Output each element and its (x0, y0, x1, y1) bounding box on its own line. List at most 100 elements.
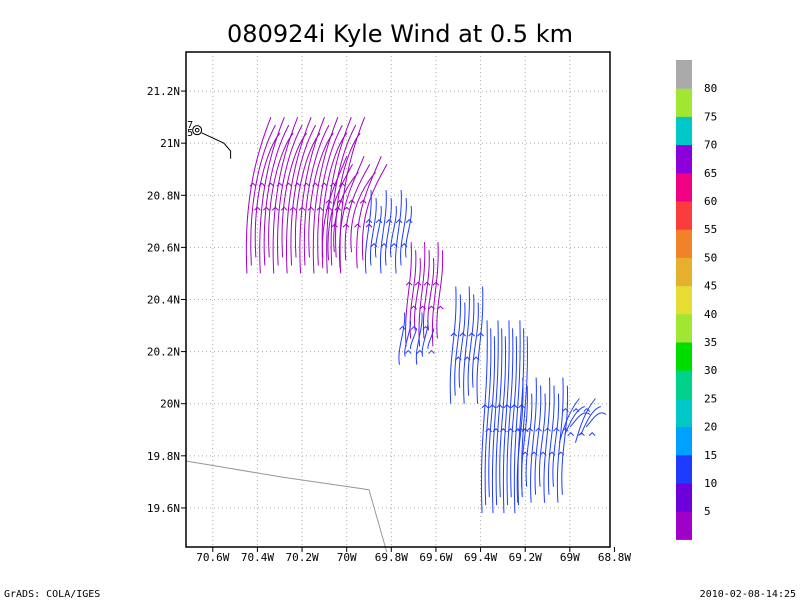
coast-line (185, 460, 388, 553)
chart-title: 080924i Kyle Wind at 0.5 km (227, 20, 573, 48)
streamline-arrow (321, 182, 328, 187)
colorbar-label: 35 (704, 336, 717, 349)
streamline (312, 116, 339, 274)
streamline-arrow (303, 182, 310, 187)
streamline-arrow (517, 427, 525, 432)
streamline-arrow (334, 206, 342, 211)
streamline (530, 377, 537, 503)
colorbar-swatch (676, 229, 692, 258)
streamline (326, 116, 352, 274)
streamline (245, 116, 272, 274)
streamline-arrow (432, 281, 440, 286)
streamline (380, 190, 387, 274)
colorbar-label: 15 (704, 449, 717, 462)
x-tick-label: 68.8W (598, 551, 631, 564)
streamline (294, 132, 321, 258)
colorbar-label: 65 (704, 167, 717, 180)
colorbar-label: 5 (704, 505, 711, 518)
streamline-arrow (488, 404, 496, 409)
streamline-arrow (348, 199, 356, 204)
x-axis-ticks: 70.6W 70.4W 70.2W 70W 69.8W 69.6W 69.4W 69.2W 69… (196, 547, 631, 564)
y-tick-label: 20.8N (147, 189, 180, 202)
streamline (513, 320, 521, 514)
colorbar-swatch (676, 88, 692, 117)
streamline (263, 124, 290, 266)
streamline (327, 163, 353, 261)
x-tick-label: 69.6W (419, 551, 452, 564)
streamline (574, 398, 596, 443)
streamline-arrow (503, 404, 511, 409)
streamline (547, 385, 555, 495)
streamline (286, 116, 312, 274)
colorbar-label: 10 (704, 477, 717, 490)
grid-lines (186, 52, 610, 547)
streamline-arrow (395, 219, 403, 224)
colorbar-label: 25 (704, 392, 717, 405)
colorbar-swatch (676, 116, 692, 146)
streamline (476, 286, 484, 404)
streamline (480, 320, 488, 514)
streamlines (245, 116, 607, 514)
colorbar: 5 10 15 20 25 30 35 40 45 50 55 60 65 70 75 80 (676, 60, 717, 540)
streamline (272, 116, 299, 274)
streamline-arrow (468, 332, 475, 337)
streamline (350, 171, 376, 253)
streamline-arrow (307, 206, 315, 211)
streamline (499, 336, 507, 498)
streamline-arrow (437, 305, 444, 310)
streamline-arrow (385, 219, 393, 224)
streamline-arrow (459, 332, 467, 337)
colorbar-swatch (676, 257, 692, 287)
colorbar-swatch (676, 454, 692, 484)
streamline (495, 328, 503, 506)
colorbar-swatch (676, 398, 692, 428)
streamline (317, 124, 343, 266)
y-tick-label: 19.6N (147, 502, 180, 515)
track-label: 7 (187, 120, 193, 131)
streamline (400, 198, 407, 266)
streamline (259, 116, 285, 274)
streamline (467, 294, 475, 396)
colorbar-swatch (676, 426, 692, 456)
colorbar-swatch (676, 370, 692, 399)
streamline (484, 328, 492, 506)
streamline-arrow (325, 199, 333, 204)
streamline (580, 406, 601, 435)
colorbar-label: 45 (704, 280, 717, 293)
y-axis-ticks: 19.6N 19.8N 20N 20.2N 20.4N 20.6N 20.8N 21N 21.2… (147, 85, 186, 515)
streamline (506, 328, 514, 506)
x-tick-label: 70.4W (241, 551, 274, 564)
streamline-arrow (280, 206, 288, 211)
streamline-arrow (410, 325, 418, 330)
streamline-arrow (254, 206, 261, 211)
streamline (281, 132, 308, 258)
y-tick-label: 20.6N (147, 241, 180, 254)
streamline (356, 156, 382, 269)
streamline (449, 286, 457, 404)
streamline (472, 302, 479, 388)
streamline (543, 377, 551, 503)
streamline (418, 242, 426, 347)
colorbar-label: 20 (704, 421, 717, 434)
streamline-arrow (399, 325, 406, 330)
streamline-arrow (518, 404, 525, 409)
streamline-arrow (359, 199, 367, 204)
y-tick-label: 21.2N (147, 85, 180, 98)
streamline (502, 320, 510, 514)
streamline-arrow (249, 182, 257, 187)
streamline-arrow (336, 199, 344, 204)
colorbar-swatch (676, 60, 692, 89)
streamline (369, 198, 377, 266)
streamline (277, 124, 303, 266)
streamline (491, 320, 499, 514)
streamline (539, 393, 546, 487)
y-tick-label: 20N (160, 398, 180, 411)
colorbar-swatch (676, 483, 692, 512)
x-tick-label: 69W (560, 551, 580, 564)
streamline (303, 124, 330, 266)
footer-left: GrADS: COLA/IGES (4, 589, 100, 600)
colorbar-label: 55 (704, 223, 717, 236)
map-overlay: 75 (185, 120, 388, 553)
storm-track (201, 132, 232, 159)
colorbar-swatch (676, 285, 692, 315)
